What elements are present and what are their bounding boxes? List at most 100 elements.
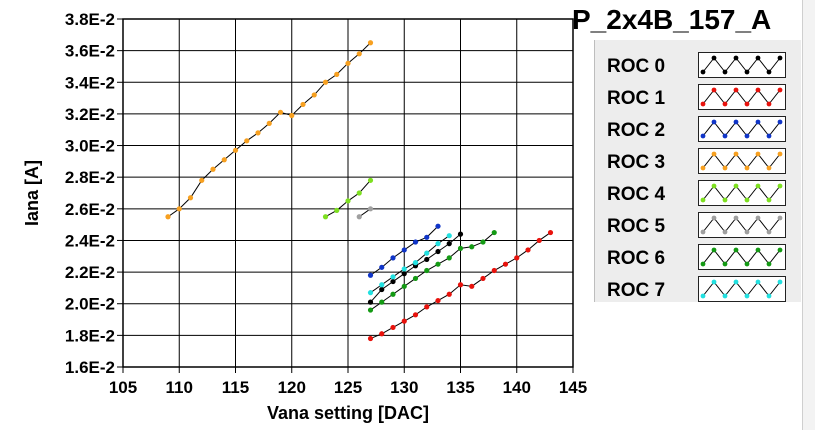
legend-marker [733,215,739,221]
legend-marker [777,151,783,157]
legend-marker [766,293,772,299]
legend-marker [722,261,728,267]
legend-marker [755,247,761,253]
data-point [199,177,205,183]
series-line [370,232,495,311]
plot-frame [122,18,574,368]
data-point [424,234,430,240]
legend-swatch-graphic [700,215,783,235]
data-point [401,247,407,253]
series-roc-5 [356,206,374,220]
data-point [469,283,475,289]
data-point [435,248,441,255]
legend-marker [711,87,717,93]
legend-item-roc-2: ROC 2 [595,116,801,144]
data-point [367,272,374,278]
data-point [367,335,374,342]
axes: 105 110 115 120 125 130 135 140 145 1.6E-2 1.8E-2 2… [65,10,587,397]
legend-swatch [698,84,786,110]
data-point [289,112,295,119]
legend-line [702,249,781,265]
legend-marker [711,247,717,253]
legend-marker [777,119,783,125]
legend-marker [711,279,717,285]
legend-swatch-graphic [700,247,783,267]
legend-marker [766,69,772,75]
legend-marker [777,183,783,189]
data-point [356,190,362,196]
x-tick-label: 115 [222,378,249,397]
data-point [345,60,351,66]
legend-marker [711,55,717,61]
data-point [244,138,250,144]
data-point [334,71,340,77]
data-point [176,206,182,212]
legend-marker [700,165,706,171]
legend-swatch [698,244,786,270]
legend-marker [722,197,728,203]
legend-item-roc-1: ROC 1 [595,84,801,112]
legend-marker [722,229,728,235]
legend-swatch [698,148,786,174]
data-point [401,318,407,324]
legend-marker [711,151,717,157]
data-point [401,271,407,277]
data-point [390,324,396,331]
chart-plot: 105 110 115 120 125 130 135 140 145 1.6E-2 1.8E-2 2… [22,10,587,423]
legend-marker [744,261,750,267]
series-roc-3 [165,40,374,220]
legend-marker [744,133,750,139]
data-point [379,331,385,337]
legend-marker [766,165,772,171]
y-tick-label: 2.6E-2 [65,200,115,219]
legend-marker [722,69,728,75]
data-point [446,291,452,297]
legend-marker [744,229,750,235]
x-tick-label: 120 [278,378,306,397]
y-tick-label: 3.2E-2 [65,105,115,124]
data-point [255,130,261,136]
legend-marker [755,183,761,189]
legend-swatch [698,52,786,78]
data-point [322,79,329,85]
legend-marker [711,119,717,125]
legend-marker [755,215,761,221]
data-point [390,255,396,261]
legend-marker [700,133,706,139]
data-point [210,166,216,172]
series-roc-1 [367,229,554,342]
legend-swatch [698,212,786,238]
y-tick-label: 3.8E-2 [65,10,115,29]
y-tick-label: 2.0E-2 [65,295,115,314]
x-axis-title: Vana setting [DAC] [267,403,429,423]
data-point [412,260,419,266]
data-point [232,147,239,153]
y-tick-label: 2.4E-2 [65,231,115,250]
legend-marker [700,69,706,75]
data-point [446,255,452,261]
data-point [457,231,464,237]
legend-marker [777,279,783,285]
legend-marker [744,197,750,203]
data-point [412,275,419,282]
x-tick-label: 125 [334,378,362,397]
legend-line [702,121,781,137]
x-tick-label: 105 [109,378,137,397]
data-point [367,299,374,305]
data-point [311,92,317,98]
legend-marker [755,279,761,285]
data-point [435,297,441,304]
legend-marker [766,101,772,107]
chart-title: P_2x4B_157_A [572,4,772,35]
y-tick-label: 3.0E-2 [65,137,115,156]
legend-label: ROC 6 [607,248,666,269]
legend-swatch [698,180,786,206]
legend-marker [722,133,728,139]
grid [122,18,574,368]
legend-label: ROC 4 [607,184,666,205]
x-tick-label: 130 [390,378,418,397]
legend-line [702,57,781,73]
data-point [525,247,531,253]
legend-marker [711,183,717,189]
